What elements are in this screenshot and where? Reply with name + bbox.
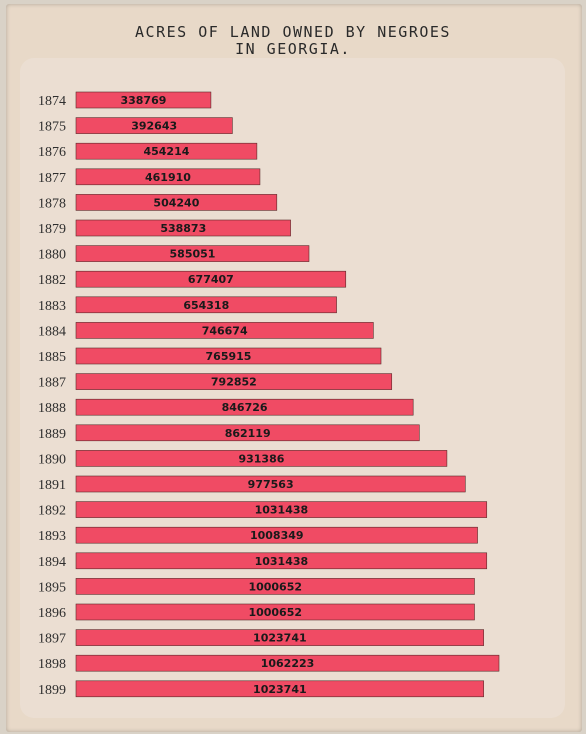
- data-label: 338769: [120, 94, 166, 107]
- y-tick-label: 1885: [38, 350, 66, 365]
- y-tick-label: 1895: [38, 580, 66, 595]
- y-tick-label: 1899: [38, 683, 66, 698]
- data-label: 454214: [143, 145, 189, 158]
- data-label: 792852: [211, 376, 257, 389]
- data-label: 1000652: [248, 606, 302, 619]
- y-tick-label: 1884: [38, 324, 66, 339]
- data-label: 585051: [170, 248, 216, 261]
- y-tick-label: 1878: [38, 196, 66, 211]
- data-label: 1031438: [255, 504, 309, 517]
- y-tick-label: 1877: [38, 171, 66, 186]
- data-label: 1000652: [248, 580, 302, 593]
- data-label: 538873: [160, 222, 206, 235]
- y-tick-label: 1892: [38, 504, 66, 519]
- y-tick-label: 1883: [38, 299, 66, 314]
- y-tick-label: 1875: [38, 120, 66, 135]
- data-label: 931386: [238, 452, 284, 465]
- data-label: 1031438: [255, 555, 309, 568]
- y-tick-label: 1893: [38, 529, 66, 544]
- y-tick-label: 1890: [38, 452, 66, 467]
- y-tick-label: 1888: [38, 401, 66, 416]
- y-tick-label: 1894: [38, 555, 66, 570]
- data-label: 504240: [153, 196, 199, 209]
- data-label: 1008349: [250, 529, 304, 542]
- data-label: 746674: [202, 324, 248, 337]
- y-tick-label: 1898: [38, 657, 66, 672]
- y-tick-label: 1889: [38, 427, 66, 442]
- data-label: 392643: [131, 120, 177, 133]
- data-label: 461910: [145, 171, 191, 184]
- y-tick-label: 1879: [38, 222, 66, 237]
- data-label: 765915: [206, 350, 252, 363]
- data-label: 1062223: [261, 657, 315, 670]
- data-label: 977563: [248, 478, 294, 491]
- data-label: 654318: [183, 299, 229, 312]
- y-tick-label: 1882: [38, 273, 66, 288]
- y-tick-label: 1874: [38, 94, 66, 109]
- y-tick-label: 1897: [38, 632, 66, 647]
- data-label: 862119: [225, 427, 271, 440]
- y-tick-label: 1876: [38, 145, 66, 160]
- y-tick-label: 1896: [38, 606, 66, 621]
- y-tick-label: 1880: [38, 248, 66, 263]
- y-tick-label: 1891: [38, 478, 66, 493]
- data-label: 1023741: [253, 683, 307, 696]
- data-label: 677407: [188, 273, 234, 286]
- data-label: 1023741: [253, 632, 307, 645]
- y-tick-label: 1887: [38, 376, 66, 391]
- data-label: 846726: [222, 401, 268, 414]
